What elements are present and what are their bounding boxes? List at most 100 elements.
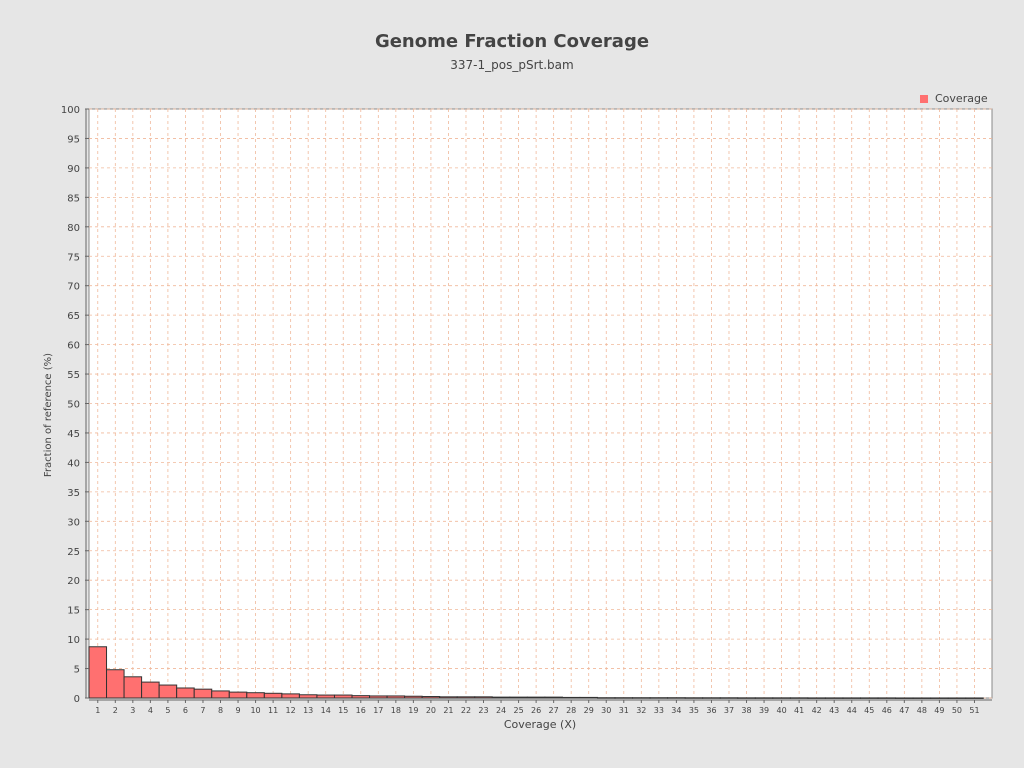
y-tick-label: 75 [67, 252, 80, 263]
y-tick-label: 95 [67, 134, 80, 145]
x-tick-label: 25 [513, 706, 523, 715]
y-tick-label: 50 [67, 400, 80, 411]
y-tick-label: 70 [67, 282, 80, 293]
bar [807, 697, 826, 699]
bar [632, 697, 651, 699]
x-tick-label: 37 [724, 706, 734, 715]
y-tick-label: 45 [67, 429, 80, 440]
bar [596, 697, 616, 699]
y-tick-label: 5 [74, 665, 80, 676]
bar [719, 697, 739, 699]
y-tick-label: 100 [61, 105, 80, 116]
x-tick-label: 47 [899, 706, 909, 715]
x-axis-label: Coverage (X) [504, 718, 576, 731]
x-tick-label: 30 [601, 706, 611, 715]
bar [141, 681, 160, 699]
y-tick-label: 65 [67, 311, 80, 322]
bar [228, 691, 248, 699]
bar [333, 694, 353, 699]
x-tick-label: 10 [250, 706, 260, 715]
bar [702, 697, 721, 699]
bar [667, 697, 686, 699]
y-tick-label: 10 [67, 635, 80, 646]
bar [176, 687, 195, 699]
x-tick-label: 24 [496, 706, 506, 715]
x-tick-label: 46 [882, 706, 892, 715]
x-tick-label: 15 [338, 706, 348, 715]
y-tick-label: 25 [67, 547, 80, 558]
x-tick-label: 21 [443, 706, 453, 715]
x-tick-label: 36 [706, 706, 716, 715]
x-tick-label: 11 [268, 706, 278, 715]
y-tick-label: 20 [67, 576, 80, 587]
x-tick-label: 51 [969, 706, 979, 715]
x-tick-label: 38 [741, 706, 751, 715]
x-tick-label: 45 [864, 706, 874, 715]
x-tick-label: 35 [689, 706, 699, 715]
y-tick-label: 15 [67, 606, 80, 617]
x-tick-label: 1 [95, 706, 100, 715]
x-tick-label: 42 [812, 706, 822, 715]
y-axis: 0 5 10 15 20 25 30 35 40 45 50 55 60 65 70 75 80 85 90 95 10… [61, 105, 89, 705]
x-tick-label: 7 [200, 706, 205, 715]
bar [316, 694, 335, 699]
bar [842, 697, 861, 699]
bar [614, 697, 634, 699]
bar [579, 696, 598, 699]
x-tick-label: 5 [165, 706, 170, 715]
y-tick-label: 85 [67, 193, 80, 204]
x-tick-label: 14 [321, 706, 331, 715]
x-tick-label: 41 [794, 706, 804, 715]
bar [281, 693, 300, 699]
bar [544, 696, 563, 699]
bar [439, 696, 458, 699]
x-tick-label: 23 [478, 706, 488, 715]
bar [193, 688, 213, 699]
bar [965, 697, 984, 699]
x-tick-label: 3 [130, 706, 135, 715]
bar [526, 696, 546, 699]
bar [930, 697, 949, 699]
legend: Coverage [920, 92, 988, 105]
legend-label-coverage: Coverage [935, 92, 988, 105]
bar [895, 697, 914, 699]
y-tick-label: 90 [67, 164, 80, 175]
x-tick-label: 50 [952, 706, 962, 715]
x-tick-label: 4 [148, 706, 153, 715]
x-tick-label: 9 [235, 706, 240, 715]
x-tick-label: 40 [776, 706, 786, 715]
bar [106, 669, 125, 699]
bar [491, 696, 511, 699]
x-tick-label: 43 [829, 706, 839, 715]
bar [754, 697, 774, 699]
bar [421, 696, 441, 699]
bar [684, 697, 704, 699]
bar [298, 694, 318, 699]
bar [88, 646, 108, 699]
x-tick-label: 34 [671, 706, 681, 715]
x-tick-label: 13 [303, 706, 313, 715]
legend-swatch-coverage [920, 95, 928, 103]
bar [509, 696, 528, 699]
bar [877, 697, 897, 699]
bar [649, 697, 669, 699]
x-tick-label: 16 [356, 706, 366, 715]
bar [859, 697, 879, 699]
grid [89, 108, 992, 699]
x-axis: 1 2 3 4 5 6 7 8 9 10 11 12 13 14 15 16 17 18 19 20 21 22 23 24 2… [89, 699, 992, 715]
chart-subtitle: 337-1_pos_pSrt.bam [450, 58, 574, 72]
x-tick-label: 18 [391, 706, 401, 715]
y-tick-label: 35 [67, 488, 80, 499]
y-tick-label: 30 [67, 517, 80, 528]
bar [404, 695, 423, 699]
bar [263, 692, 283, 699]
x-tick-label: 39 [759, 706, 769, 715]
bar [561, 696, 581, 699]
bar [211, 690, 230, 699]
bars [88, 646, 984, 699]
x-tick-label: 33 [654, 706, 664, 715]
x-tick-label: 29 [584, 706, 594, 715]
y-tick-label: 40 [67, 458, 80, 469]
bar [351, 695, 371, 699]
